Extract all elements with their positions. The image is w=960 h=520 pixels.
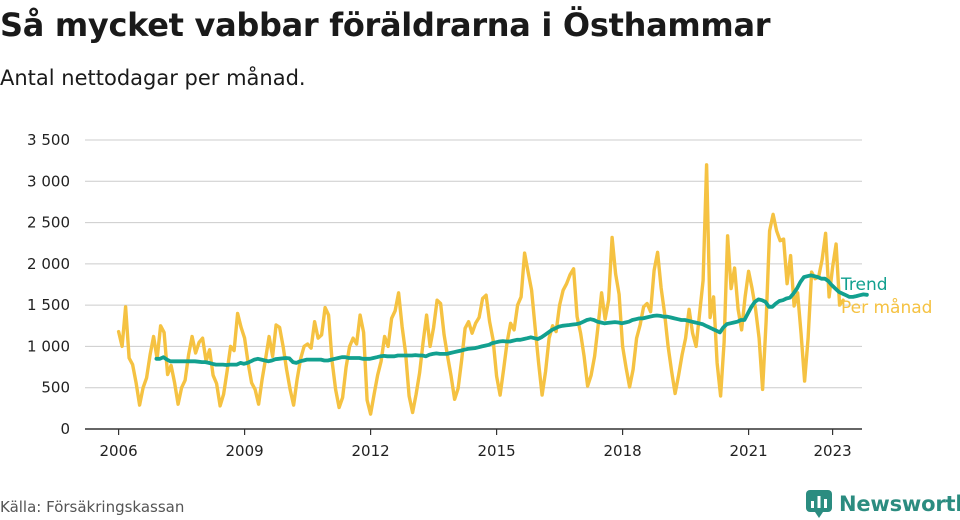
x-tick-label: 2009 bbox=[226, 442, 264, 460]
legend-per-manad: Per månad bbox=[841, 297, 932, 318]
y-tick-label: 0 bbox=[60, 420, 70, 438]
y-axis-ticks: 0 500 1 000 1 500 2 000 2 500 3 000 3 500 bbox=[27, 131, 70, 438]
x-tick-label: 2021 bbox=[730, 442, 768, 460]
x-tick-label: 2023 bbox=[814, 442, 852, 460]
series-line-per-manad bbox=[116, 163, 845, 416]
series-line-trend bbox=[154, 273, 869, 367]
y-tick-label: 1 000 bbox=[27, 337, 70, 355]
x-tick-label: 2015 bbox=[478, 442, 516, 460]
y-tick-label: 2 000 bbox=[27, 255, 70, 273]
y-tick-label: 3 500 bbox=[27, 131, 70, 149]
brand-name: Newsworthy bbox=[839, 492, 960, 516]
chart-title: Så mycket vabbar föräldrarna i Östhammar bbox=[0, 6, 771, 44]
series bbox=[116, 163, 869, 416]
bar-chart-logo-icon bbox=[806, 490, 832, 518]
brand-logo: Newsworthy bbox=[806, 489, 960, 519]
y-tick-label: 2 500 bbox=[27, 214, 70, 232]
x-tick-label: 2006 bbox=[100, 442, 138, 460]
gridlines bbox=[85, 139, 862, 389]
chart-subtitle: Antal nettodagar per månad. bbox=[0, 66, 306, 90]
x-axis-ticks: 2006 2009 2012 2015 2018 2021 2023 bbox=[100, 429, 852, 460]
x-tick-label: 2012 bbox=[352, 442, 390, 460]
x-tick-label: 2018 bbox=[604, 442, 642, 460]
source-note: Källa: Försäkringskassan bbox=[0, 498, 185, 516]
y-tick-label: 3 000 bbox=[27, 172, 70, 190]
y-tick-label: 1 500 bbox=[27, 296, 70, 314]
legend-trend: Trend bbox=[840, 275, 888, 295]
y-tick-label: 500 bbox=[41, 379, 70, 397]
legend: Trend Per månad bbox=[840, 275, 932, 318]
